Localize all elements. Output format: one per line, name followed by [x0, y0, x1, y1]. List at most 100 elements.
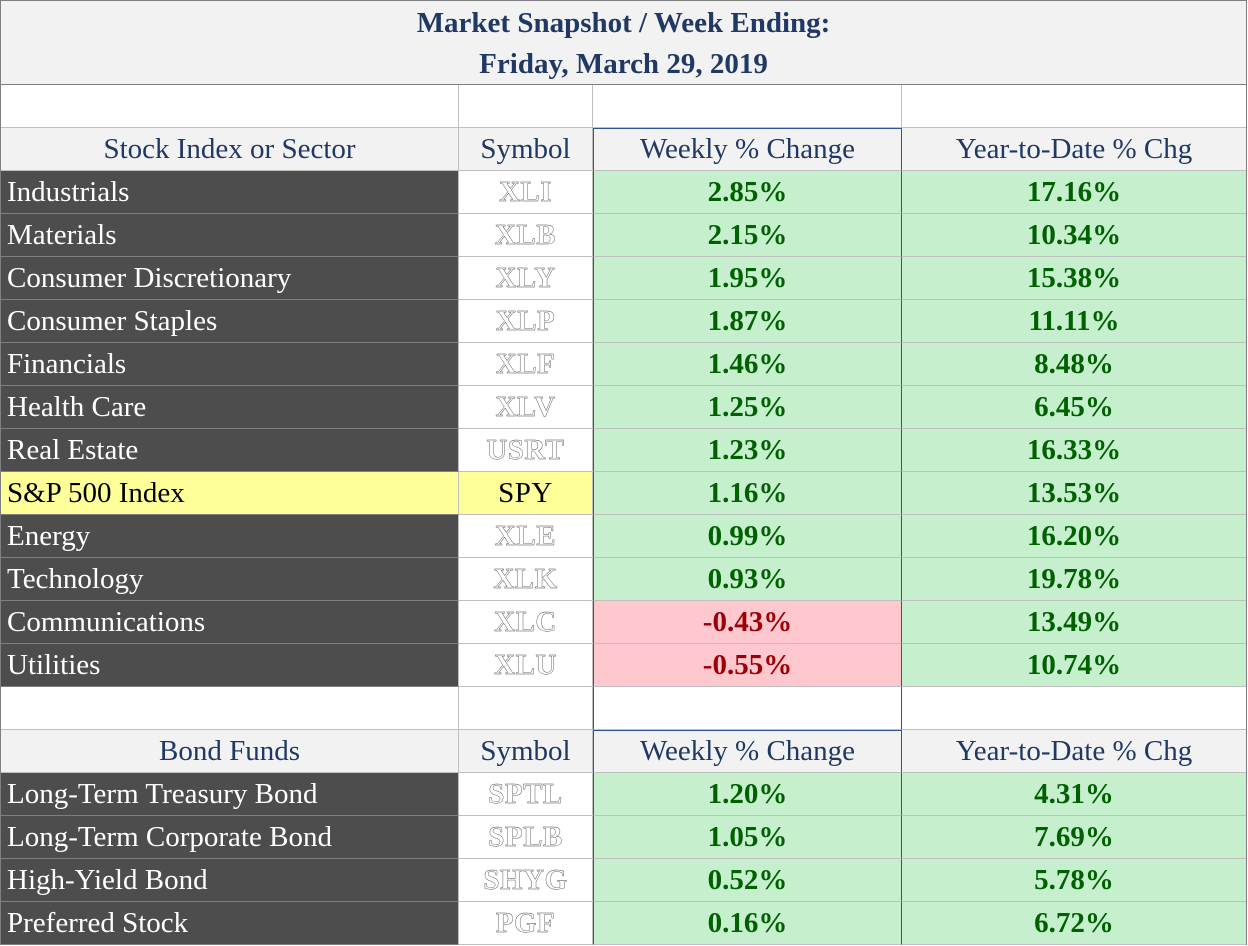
row-ytd-change: 11.11% [902, 300, 1246, 343]
table-row: Financials XLF 1.46% 8.48% [1, 343, 1246, 386]
column-header-symbol: Symbol [459, 730, 593, 773]
row-ytd-change: 13.53% [902, 472, 1246, 515]
row-name: Preferred Stock [1, 902, 459, 945]
spacer-cell [902, 85, 1246, 128]
row-weekly-change: 1.95% [593, 257, 902, 300]
row-weekly-change: 2.15% [593, 214, 902, 257]
row-symbol: XLY [495, 261, 556, 294]
row-ytd-change: 10.74% [902, 644, 1246, 687]
row-symbol-cell: XLF [459, 343, 593, 386]
table-row: Consumer Staples XLP 1.87% 11.11% [1, 300, 1246, 343]
table-title: Market Snapshot / Week Ending: Friday, M… [1, 1, 1246, 85]
column-header-weekly: Weekly % Change [593, 128, 902, 171]
spacer-row [1, 687, 1246, 730]
row-symbol: XLB [494, 218, 557, 251]
stock-rows: Industrials XLI 2.85% 17.16% Materials XLB 2.1… [1, 171, 1246, 687]
row-name: Consumer Staples [1, 300, 459, 343]
table-row: Energy XLE 0.99% 16.20% [1, 515, 1246, 558]
row-name: Industrials [1, 171, 459, 214]
row-ytd-change: 6.72% [902, 902, 1246, 945]
row-ytd-change: 17.16% [902, 171, 1246, 214]
row-name: High-Yield Bond [1, 859, 459, 902]
spacer-cell [593, 687, 902, 730]
row-ytd-change: 16.20% [902, 515, 1246, 558]
table-row: S&P 500 Index SPY 1.16% 13.53% [1, 472, 1246, 515]
stocks-header-row: Stock Index or Sector Symbol Weekly % Ch… [1, 128, 1246, 171]
spacer-cell [1, 687, 459, 730]
row-name: Long-Term Treasury Bond [1, 773, 459, 816]
row-weekly-change: 1.20% [593, 773, 902, 816]
row-ytd-change: 6.45% [902, 386, 1246, 429]
column-header-ytd: Year-to-Date % Chg [902, 730, 1246, 773]
row-symbol: XLC [494, 605, 557, 638]
row-weekly-change: 0.16% [593, 902, 902, 945]
column-header-name: Bond Funds [1, 730, 459, 773]
title-line-1: Market Snapshot / Week Ending: [416, 7, 831, 39]
row-symbol-cell: XLP [459, 300, 593, 343]
row-weekly-change: 0.93% [593, 558, 902, 601]
row-weekly-change: 1.16% [593, 472, 902, 515]
row-symbol-cell: XLY [459, 257, 593, 300]
row-ytd-change: 8.48% [902, 343, 1246, 386]
row-symbol-cell: USRT [459, 429, 593, 472]
row-ytd-change: 4.31% [902, 773, 1246, 816]
row-weekly-change: 1.25% [593, 386, 902, 429]
row-symbol: XLU [494, 648, 557, 681]
row-symbol: XLK [493, 562, 558, 595]
row-ytd-change: 16.33% [902, 429, 1246, 472]
row-symbol-cell: XLC [459, 601, 593, 644]
row-symbol: XLP [495, 304, 556, 337]
row-name: Utilities [1, 644, 459, 687]
spacer-cell [902, 687, 1246, 730]
row-name: Communications [1, 601, 459, 644]
column-header-ytd: Year-to-Date % Chg [902, 128, 1246, 171]
row-name: Technology [1, 558, 459, 601]
row-name: Financials [1, 343, 459, 386]
row-symbol-cell: XLE [459, 515, 593, 558]
row-symbol: XLE [494, 519, 557, 552]
spacer-cell [1, 85, 459, 128]
row-name: S&P 500 Index [1, 472, 459, 515]
row-symbol-cell: SPTL [459, 773, 593, 816]
row-weekly-change: -0.55% [593, 644, 902, 687]
table-row: Materials XLB 2.15% 10.34% [1, 214, 1246, 257]
bond-rows: Long-Term Treasury Bond SPTL 1.20% 4.31% Lon… [1, 773, 1246, 945]
table-row: Communications XLC -0.43% 13.49% [1, 601, 1246, 644]
row-symbol-cell: XLK [459, 558, 593, 601]
row-weekly-change: 0.52% [593, 859, 902, 902]
row-weekly-change: 1.05% [593, 816, 902, 859]
row-symbol-cell: SHYG [459, 859, 593, 902]
row-ytd-change: 15.38% [902, 257, 1246, 300]
row-symbol-cell: SPY [459, 472, 593, 515]
spacer-cell [459, 687, 593, 730]
row-symbol: SPY [498, 476, 553, 509]
row-symbol-cell: XLV [459, 386, 593, 429]
table-row: Long-Term Treasury Bond SPTL 1.20% 4.31% [1, 773, 1246, 816]
table-row: Health Care XLV 1.25% 6.45% [1, 386, 1246, 429]
row-name: Real Estate [1, 429, 459, 472]
spacer-cell [593, 85, 902, 128]
row-ytd-change: 19.78% [902, 558, 1246, 601]
row-name: Health Care [1, 386, 459, 429]
row-ytd-change: 7.69% [902, 816, 1246, 859]
row-weekly-change: 1.87% [593, 300, 902, 343]
row-symbol: XLI [498, 175, 553, 208]
column-header-name: Stock Index or Sector [1, 128, 459, 171]
table-row: Long-Term Corporate Bond SPLB 1.05% 7.69% [1, 816, 1246, 859]
row-name: Materials [1, 214, 459, 257]
row-name: Consumer Discretionary [1, 257, 459, 300]
row-symbol: PGF [495, 906, 556, 939]
table-row: Technology XLK 0.93% 19.78% [1, 558, 1246, 601]
row-symbol-cell: SPLB [459, 816, 593, 859]
row-ytd-change: 13.49% [902, 601, 1246, 644]
spacer-row [1, 85, 1246, 128]
row-symbol-cell: XLU [459, 644, 593, 687]
table-row: Real Estate USRT 1.23% 16.33% [1, 429, 1246, 472]
row-symbol: XLV [495, 390, 556, 423]
row-symbol: SHYG [483, 863, 568, 896]
bonds-header-row: Bond Funds Symbol Weekly % Change Year-t… [1, 730, 1246, 773]
row-symbol: USRT [486, 433, 565, 466]
title-line-2: Friday, March 29, 2019 [479, 48, 768, 80]
row-weekly-change: 0.99% [593, 515, 902, 558]
